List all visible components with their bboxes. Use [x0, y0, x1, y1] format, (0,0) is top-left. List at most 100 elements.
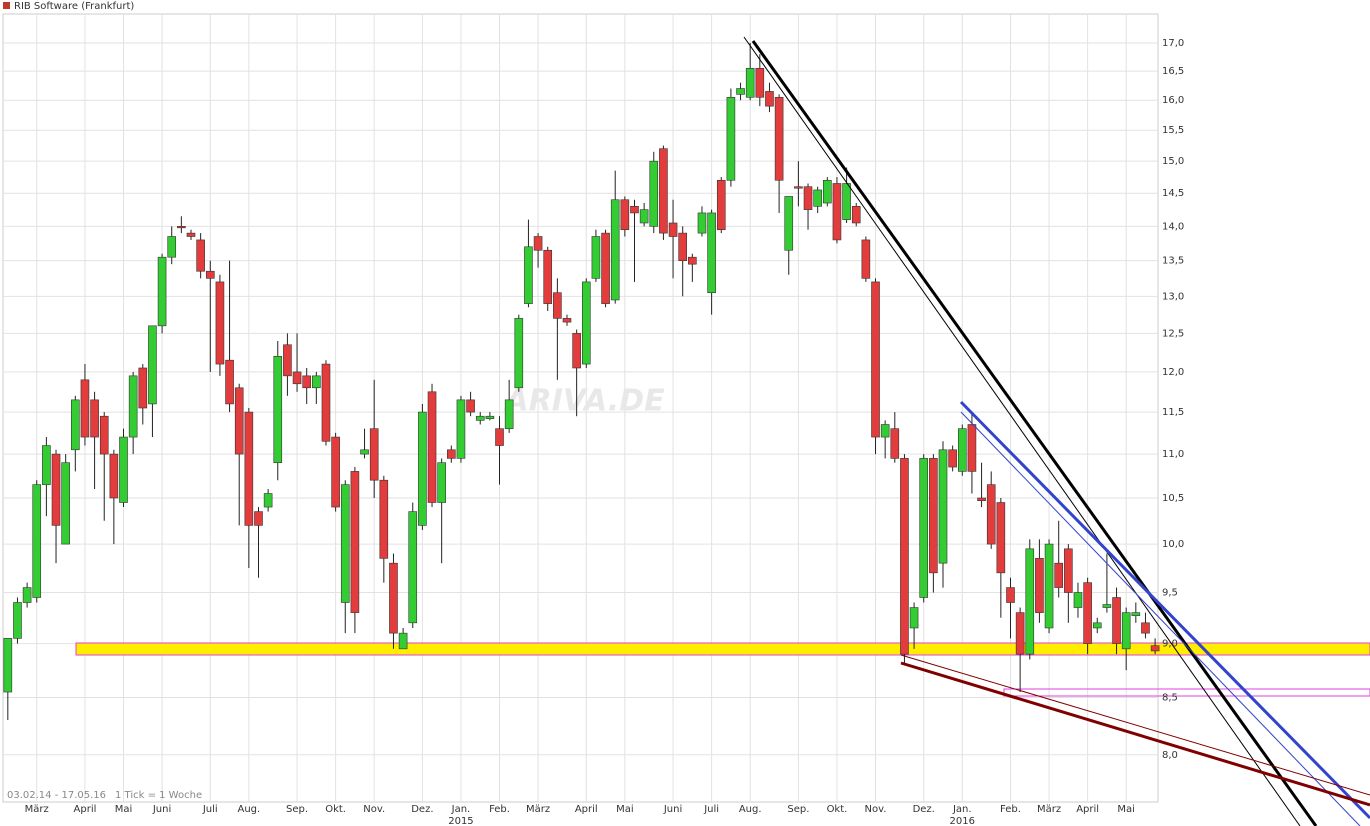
candle-body [784, 196, 794, 251]
candle-body [398, 632, 408, 650]
candle-body [1035, 558, 1044, 613]
candle-body [99, 415, 109, 455]
x-tick-label: Sep. [787, 804, 809, 815]
candle-body [562, 318, 572, 323]
candle-body [321, 363, 331, 442]
y-tick-label: 10,0 [1162, 539, 1184, 550]
candle-body [22, 587, 32, 603]
candle-body [880, 424, 890, 438]
candle-body [148, 325, 157, 405]
candle-body [1150, 645, 1160, 652]
candle-body [957, 428, 967, 472]
candle-body [71, 399, 80, 451]
x-tick-label: März [25, 804, 49, 815]
x-tick-label: Mai [115, 804, 133, 815]
candle-body [447, 449, 456, 459]
y-tick-label: 13,5 [1162, 256, 1184, 267]
candle-body [726, 96, 736, 181]
trend-line [959, 400, 1370, 820]
candle-body [292, 371, 302, 385]
candle-body [109, 453, 119, 499]
x-tick-label: Aug. [237, 804, 260, 815]
candle-body [1102, 604, 1112, 608]
candle-body [234, 387, 244, 455]
x-tick-label: März [526, 804, 550, 815]
candle-body [13, 602, 22, 639]
candle-body [1006, 587, 1015, 603]
candle-body [630, 206, 639, 214]
candle-body [1054, 562, 1063, 588]
candle-body [986, 484, 996, 545]
candle-body [919, 458, 929, 598]
candle-body [649, 160, 659, 227]
candle-body [80, 379, 90, 438]
candle-body [495, 428, 504, 446]
candle-body [938, 449, 948, 564]
candle-body [659, 148, 668, 234]
x-tick-label: Okt. [827, 804, 848, 815]
candle-body [871, 281, 880, 438]
candle-body [331, 436, 340, 508]
candle-body [900, 458, 909, 655]
candle-body [360, 449, 369, 455]
candle-body [581, 281, 591, 365]
x-tick-label: Dez. [913, 804, 935, 815]
candle-body [716, 179, 726, 231]
candle-body [514, 318, 524, 389]
candle-body [504, 399, 514, 429]
candle-body [273, 356, 283, 464]
x-tick-label: Juli [202, 804, 218, 815]
x-tick-label: April [74, 804, 97, 815]
y-tick-label: 10,5 [1162, 493, 1184, 504]
candle-body [1073, 592, 1083, 608]
x-tick-label: Feb. [489, 804, 510, 815]
candle-body [909, 607, 919, 629]
candle-body [533, 236, 543, 251]
y-tick-label: 8,5 [1162, 693, 1178, 704]
candle-body [90, 399, 99, 438]
candle-body [1025, 548, 1035, 655]
candle-body [1131, 612, 1141, 616]
trend-line [900, 661, 1370, 807]
x-tick-label: Juni [663, 804, 682, 815]
candle-body [215, 281, 225, 365]
x-tick-label: Aug. [739, 804, 762, 815]
candle-body [177, 226, 186, 229]
candle-body [1141, 622, 1150, 634]
candle-body [427, 391, 437, 503]
candle-body [1121, 612, 1131, 650]
candle-body [601, 232, 610, 304]
candle-body [485, 415, 495, 419]
candle-body [745, 68, 755, 98]
candle-body [32, 484, 42, 598]
candle-body [379, 479, 389, 559]
candle-body [678, 232, 687, 261]
year-label: 2015 [448, 816, 473, 826]
candle-body [61, 462, 70, 545]
candle-body [861, 239, 871, 279]
candle-body [803, 186, 813, 210]
candle-body [765, 91, 774, 107]
support-band [1003, 688, 1370, 697]
candle-body [572, 333, 581, 369]
trend-lines [743, 36, 1370, 826]
candle-body [842, 183, 851, 220]
candle-body [196, 239, 205, 272]
y-tick-label: 14,5 [1162, 188, 1184, 199]
x-tick-label: April [1076, 804, 1099, 815]
candle-body [302, 375, 311, 389]
candle-body [524, 246, 533, 304]
candle-body [639, 209, 649, 224]
x-tick-label: Juni [152, 804, 171, 815]
candle-body [813, 189, 822, 207]
candle-body [475, 415, 485, 421]
candle-body [543, 249, 553, 304]
candle-body [610, 199, 620, 301]
candle-body [418, 411, 427, 526]
candle-body [466, 399, 475, 413]
candle-body [254, 511, 263, 526]
candle-body [312, 375, 321, 389]
y-tick-label: 15,0 [1162, 156, 1184, 167]
y-tick-label: 11,5 [1162, 407, 1184, 418]
candles [3, 42, 1160, 721]
